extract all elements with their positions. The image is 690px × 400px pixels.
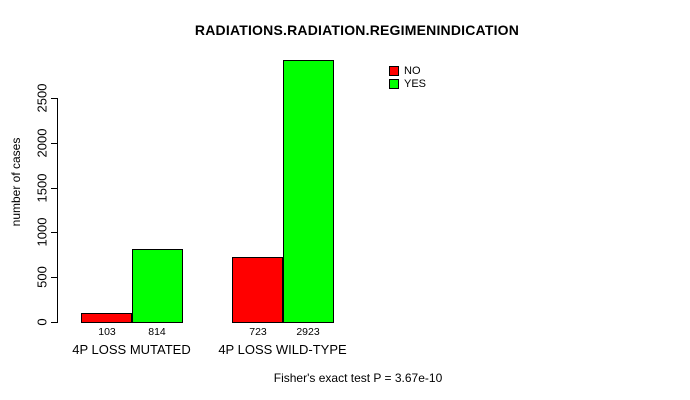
category-label-4p-loss-mutated: 4P LOSS MUTATED: [72, 342, 191, 357]
bar-yes-4p-loss-wild-type: [283, 60, 334, 323]
legend-label: YES: [404, 77, 427, 90]
bar-no-4p-loss-wild-type: [232, 257, 283, 323]
y-axis-tick-label: 1500: [34, 173, 50, 203]
legend-swatch-no: [389, 65, 399, 76]
bar-value-label: 814: [148, 326, 166, 338]
bar-value-label: 2923: [296, 326, 320, 338]
bar-no-4p-loss-mutated: [81, 313, 132, 323]
legend-item: NO: [389, 64, 426, 77]
y-axis-tick-label: 500: [34, 266, 50, 288]
chart-title: RADIATIONS.RADIATION.REGIMENINDICATION: [194, 22, 520, 38]
y-axis-tick: [51, 232, 58, 233]
legend: NO YES: [389, 64, 426, 90]
y-axis-tick: [51, 322, 58, 323]
legend-swatch-yes: [389, 78, 399, 89]
y-axis-tick-label: 0: [34, 318, 50, 326]
legend-item: YES: [389, 77, 426, 90]
y-axis-line: [57, 98, 58, 323]
y-axis-tick: [51, 188, 58, 189]
bar-value-label: 103: [98, 326, 116, 338]
bar-value-label: 723: [249, 326, 267, 338]
y-axis-tick-label: 2000: [34, 128, 50, 158]
y-axis-tick: [51, 277, 58, 278]
legend-label: NO: [404, 64, 421, 77]
bar-yes-4p-loss-mutated: [132, 249, 183, 323]
category-label-4p-loss-wild-type: 4P LOSS WILD-TYPE: [218, 342, 347, 357]
y-axis-tick-label: 2500: [34, 83, 50, 113]
annotation-text: Fisher's exact test P = 3.67e-10: [273, 371, 443, 385]
y-axis-tick: [51, 143, 58, 144]
y-axis-tick-label: 1000: [34, 217, 50, 247]
y-axis-label: number of cases: [9, 137, 23, 227]
y-axis-tick: [51, 98, 58, 99]
